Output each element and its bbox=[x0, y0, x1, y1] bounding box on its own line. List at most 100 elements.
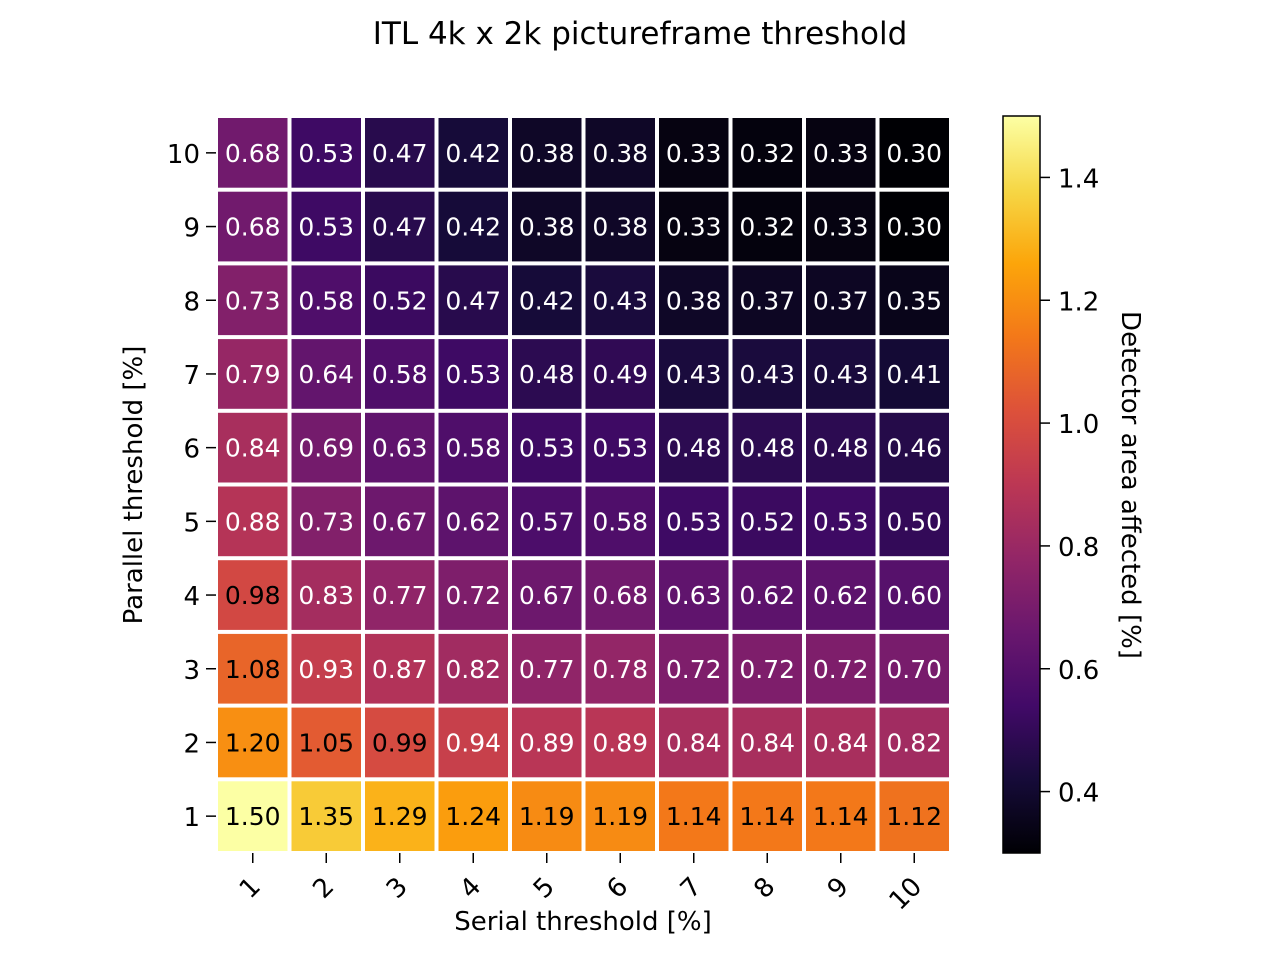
heatmap-cell bbox=[512, 781, 582, 851]
x-axis-label: Serial threshold [%] bbox=[454, 907, 712, 937]
cell-value-label: 0.38 bbox=[666, 286, 722, 315]
cell-value-label: 0.63 bbox=[372, 434, 428, 463]
heatmap-cell bbox=[879, 118, 949, 188]
heatmap-cell bbox=[659, 486, 729, 557]
cell-value-label: 0.78 bbox=[592, 655, 648, 684]
x-axis-ticks: 1 2 3 4 5 6 7 8 9 10 bbox=[234, 853, 928, 916]
heatmap-cell bbox=[879, 781, 949, 851]
heatmap-cell bbox=[365, 633, 435, 704]
x-tick-label: 8 bbox=[748, 872, 781, 905]
heatmap-cell bbox=[585, 560, 655, 630]
cell-value-label: 0.84 bbox=[666, 728, 722, 757]
heatmap-cell bbox=[218, 707, 288, 778]
cell-value-label: 0.43 bbox=[592, 286, 648, 315]
heatmap-cell bbox=[291, 560, 361, 630]
heatmap-cell bbox=[659, 191, 729, 262]
cell-value-label: 0.46 bbox=[886, 434, 942, 463]
heatmap-cell bbox=[585, 707, 655, 778]
heatmap-cell bbox=[806, 412, 876, 483]
heatmap-cells: 1.50 1.35 1.29 1.24 1.19 1.19 1.14 1.14 1.14 1.12… bbox=[218, 118, 949, 851]
heatmap-cell bbox=[806, 781, 876, 851]
heatmap-cell bbox=[438, 781, 508, 851]
heatmap-cell bbox=[365, 265, 435, 336]
heatmap-cell bbox=[732, 265, 802, 336]
cell-value-label: 0.89 bbox=[592, 728, 648, 757]
heatmap-cell bbox=[585, 412, 655, 483]
heatmap-cell bbox=[218, 339, 288, 409]
cell-value-label: 0.64 bbox=[298, 360, 354, 389]
cell-value-label: 0.38 bbox=[592, 213, 648, 242]
heatmap-cell bbox=[659, 633, 729, 704]
cell-value-label: 0.37 bbox=[813, 286, 869, 315]
cell-value-label: 0.48 bbox=[739, 434, 795, 463]
heatmap-cell bbox=[659, 339, 729, 409]
colorbar-tick-label: 1.4 bbox=[1058, 164, 1099, 194]
x-tick-label: 2 bbox=[307, 872, 340, 905]
heatmap-cell bbox=[291, 412, 361, 483]
heatmap-cell bbox=[585, 486, 655, 557]
cell-value-label: 0.30 bbox=[886, 139, 942, 168]
cell-value-label: 0.48 bbox=[519, 360, 575, 389]
cell-value-label: 0.30 bbox=[886, 213, 942, 242]
heatmap-cell bbox=[512, 412, 582, 483]
heatmap-cell bbox=[585, 265, 655, 336]
cell-value-label: 0.33 bbox=[666, 213, 722, 242]
colorbar-tick-label: 0.6 bbox=[1058, 656, 1099, 686]
cell-value-label: 0.67 bbox=[519, 581, 575, 610]
heatmap-cell bbox=[291, 781, 361, 851]
x-tick-label: 7 bbox=[675, 872, 708, 905]
cell-value-label: 0.82 bbox=[445, 655, 501, 684]
heatmap-cell bbox=[512, 339, 582, 409]
heatmap-cell bbox=[879, 339, 949, 409]
cell-value-label: 0.50 bbox=[886, 507, 942, 536]
heatmap-cell bbox=[438, 633, 508, 704]
heatmap-cell bbox=[512, 265, 582, 336]
cell-value-label: 0.63 bbox=[666, 581, 722, 610]
heatmap-cell bbox=[291, 486, 361, 557]
cell-value-label: 0.52 bbox=[739, 507, 795, 536]
heatmap-cell bbox=[732, 339, 802, 409]
heatmap-cell bbox=[218, 781, 288, 851]
cell-value-label: 0.69 bbox=[298, 434, 354, 463]
cell-value-label: 1.14 bbox=[813, 802, 869, 831]
cell-value-label: 0.73 bbox=[298, 507, 354, 536]
x-tick-label: 10 bbox=[884, 872, 929, 917]
cell-value-label: 0.53 bbox=[666, 507, 722, 536]
cell-value-label: 0.38 bbox=[519, 213, 575, 242]
heatmap-cell bbox=[585, 339, 655, 409]
cell-value-label: 0.93 bbox=[298, 655, 354, 684]
cell-value-label: 0.53 bbox=[813, 507, 869, 536]
cell-value-label: 0.62 bbox=[813, 581, 869, 610]
heatmap-cell bbox=[438, 486, 508, 557]
cell-value-label: 0.53 bbox=[298, 213, 354, 242]
heatmap-cell bbox=[732, 412, 802, 483]
cell-value-label: 0.68 bbox=[225, 139, 281, 168]
heatmap-cell bbox=[365, 707, 435, 778]
heatmap-cell bbox=[438, 560, 508, 630]
chart-title: ITL 4k x 2k pictureframe threshold bbox=[373, 16, 908, 52]
heatmap-cell bbox=[365, 412, 435, 483]
colorbar: 0.4 0.6 0.8 1.0 1.2 1.4 bbox=[1002, 115, 1099, 854]
heatmap-cell bbox=[879, 560, 949, 630]
heatmap-cell bbox=[732, 633, 802, 704]
cell-value-label: 1.20 bbox=[225, 728, 281, 757]
heatmap-cell bbox=[659, 560, 729, 630]
cell-value-label: 0.83 bbox=[298, 581, 354, 610]
heatmap-cell bbox=[438, 339, 508, 409]
cell-value-label: 0.41 bbox=[886, 360, 942, 389]
cell-value-label: 0.32 bbox=[739, 213, 795, 242]
y-tick-label: 6 bbox=[183, 435, 200, 465]
cell-value-label: 0.98 bbox=[225, 581, 281, 610]
cell-value-label: 1.05 bbox=[298, 728, 354, 757]
cell-value-label: 0.33 bbox=[813, 139, 869, 168]
x-tick-label: 6 bbox=[601, 872, 634, 905]
heatmap-cell bbox=[806, 707, 876, 778]
cell-value-label: 0.73 bbox=[225, 286, 281, 315]
heatmap-cell bbox=[732, 781, 802, 851]
heatmap-cell bbox=[806, 118, 876, 188]
cell-value-label: 0.58 bbox=[592, 507, 648, 536]
cell-value-label: 0.42 bbox=[445, 139, 501, 168]
y-tick-label: 9 bbox=[183, 214, 200, 244]
heatmap-cell bbox=[732, 191, 802, 262]
heatmap-cell bbox=[806, 339, 876, 409]
